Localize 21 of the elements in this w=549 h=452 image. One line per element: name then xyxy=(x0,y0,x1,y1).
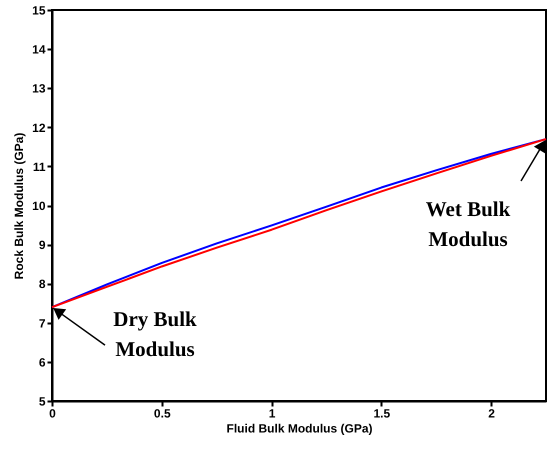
y-tick-label: 9 xyxy=(38,238,46,252)
x-tick-label: 1 xyxy=(268,406,276,420)
annotation: Dry Bulk Modulus xyxy=(113,307,198,362)
x-tick-label: 0.5 xyxy=(154,406,171,420)
annotation: Wet Bulk Modulus xyxy=(426,197,511,252)
y-tick-label: 15 xyxy=(32,4,46,18)
x-tick-label: 0 xyxy=(49,406,56,420)
y-axis-title: Rock Bulk Modulus (GPa) xyxy=(12,132,26,280)
y-tick-label: 7 xyxy=(38,316,46,330)
y-tick-label: 14 xyxy=(32,42,46,57)
line-series xyxy=(51,138,547,308)
y-tick-label: 11 xyxy=(32,160,46,174)
y-tick-label: 6 xyxy=(38,355,46,370)
y-tick-label: 5 xyxy=(38,394,46,408)
x-axis-title: Fluid Bulk Modulus (GPa) xyxy=(226,422,372,436)
x-tick-label: 2 xyxy=(488,406,496,420)
y-tick-label: 13 xyxy=(32,82,46,96)
y-tick-label: 8 xyxy=(38,277,46,292)
y-tick-label: 12 xyxy=(32,120,46,135)
x-tick-label: 1.5 xyxy=(373,406,390,420)
y-tick-label: 10 xyxy=(32,199,46,213)
